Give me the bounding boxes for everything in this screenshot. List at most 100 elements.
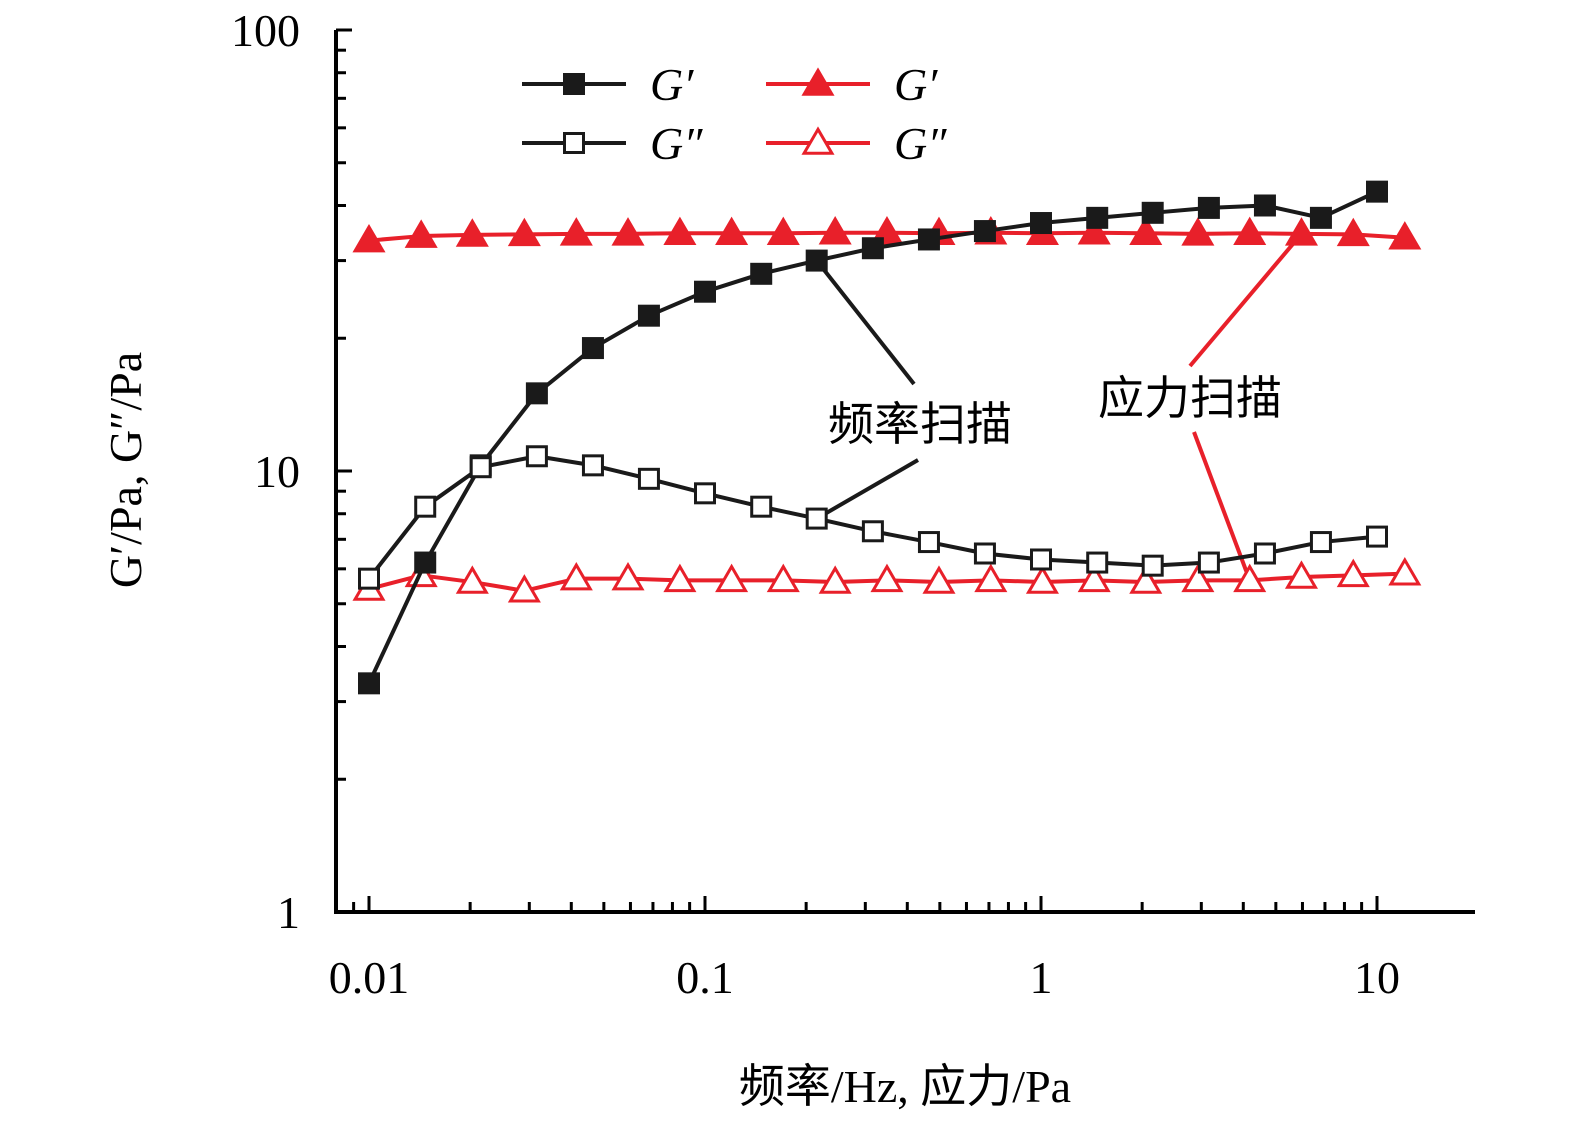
legend-label: G″ — [650, 118, 703, 169]
data-point — [1388, 557, 1422, 586]
annotation-0: 频率扫描 — [815, 259, 1012, 521]
data-point — [663, 563, 697, 593]
data-point — [750, 495, 773, 518]
series-1 — [358, 445, 1388, 590]
data-point — [1077, 216, 1111, 245]
annotation-label: 应力扫描 — [1098, 371, 1282, 425]
data-point — [1030, 548, 1052, 571]
data-point — [1086, 206, 1109, 229]
data-point — [507, 217, 541, 247]
data-point — [805, 249, 828, 272]
data-point — [559, 561, 593, 591]
y-tick-label: 1 — [277, 887, 300, 938]
data-point — [973, 220, 996, 243]
data-point — [1366, 525, 1388, 548]
data-point — [637, 467, 660, 490]
data-point — [1388, 221, 1422, 250]
x-tick-label: 0.1 — [676, 952, 734, 1003]
data-point — [507, 574, 541, 603]
data-point — [870, 563, 904, 593]
data-point — [414, 551, 437, 574]
data-point — [694, 280, 716, 303]
legend-label: G″ — [894, 118, 947, 169]
x-tick-label: 0.01 — [329, 952, 410, 1003]
data-point — [1197, 551, 1220, 574]
legend: G′ G″ G′ G″ — [522, 59, 947, 169]
data-point — [917, 531, 940, 554]
data-point — [1336, 558, 1370, 588]
data-point — [1025, 565, 1059, 594]
data-point — [611, 217, 645, 246]
series-3 — [352, 557, 1422, 603]
y-axis-title: G′/Pa, G″/Pa — [100, 352, 151, 588]
data-point — [801, 67, 835, 96]
y-tick-label: 10 — [254, 446, 300, 497]
data-point — [563, 132, 585, 154]
data-point — [1077, 563, 1111, 593]
data-point — [352, 223, 386, 253]
data-point — [870, 216, 904, 245]
data-point — [715, 563, 749, 593]
data-point — [974, 563, 1008, 593]
data-point — [766, 216, 800, 246]
legend-item: G″ — [766, 118, 947, 169]
data-point — [414, 495, 437, 518]
data-point — [1141, 554, 1164, 577]
data-point — [1233, 216, 1267, 246]
data-point — [1366, 180, 1388, 203]
data-point — [455, 565, 489, 594]
data-point — [1309, 206, 1332, 229]
data-point — [525, 445, 548, 468]
data-point — [1284, 560, 1319, 589]
legend-item: G′ — [766, 59, 938, 110]
data-point — [818, 216, 852, 245]
legend-item: G′ — [522, 59, 694, 110]
data-point — [611, 561, 645, 591]
legend-label: G′ — [894, 59, 938, 110]
data-point — [861, 520, 884, 543]
data-point — [766, 563, 800, 593]
y-tick-label: 100 — [231, 5, 300, 56]
data-point — [581, 337, 604, 360]
data-point — [1197, 196, 1220, 219]
data-point — [973, 542, 996, 565]
x-tick-label: 10 — [1354, 952, 1400, 1003]
data-point — [1253, 542, 1276, 565]
axis-ticks: 1 10 100 0.01 0.1 1 10 — [231, 5, 1400, 1003]
data-point — [750, 262, 773, 285]
annotation-pointer — [815, 259, 916, 386]
data-point — [922, 565, 956, 594]
data-point — [637, 304, 660, 327]
data-point — [861, 237, 884, 260]
data-point — [1129, 216, 1163, 246]
data-point — [559, 217, 593, 246]
annotation-1: 应力扫描 — [1098, 232, 1304, 582]
data-point — [715, 216, 749, 246]
data-point — [663, 216, 697, 246]
x-tick-label: 1 — [1030, 952, 1053, 1003]
data-point — [1336, 217, 1370, 247]
data-point — [1181, 563, 1215, 593]
data-point — [801, 126, 835, 155]
data-point — [818, 565, 852, 594]
data-point — [1284, 217, 1319, 246]
plot-area — [352, 180, 1422, 695]
data-point — [404, 219, 438, 248]
data-point — [455, 218, 489, 247]
data-point — [469, 456, 492, 479]
data-point — [1141, 201, 1164, 224]
x-axis-title: 频率/Hz, 应力/Pa — [739, 1061, 1071, 1112]
data-point — [1086, 551, 1109, 574]
data-point — [1309, 531, 1332, 554]
annotation-label: 频率扫描 — [828, 397, 1012, 451]
data-point — [805, 507, 828, 530]
data-point — [563, 73, 585, 95]
data-point — [694, 482, 716, 505]
data-point — [358, 672, 380, 695]
legend-item: G″ — [522, 118, 703, 169]
data-point — [525, 382, 548, 405]
data-point — [1233, 563, 1267, 593]
legend-label: G′ — [650, 59, 694, 110]
data-point — [581, 454, 604, 477]
